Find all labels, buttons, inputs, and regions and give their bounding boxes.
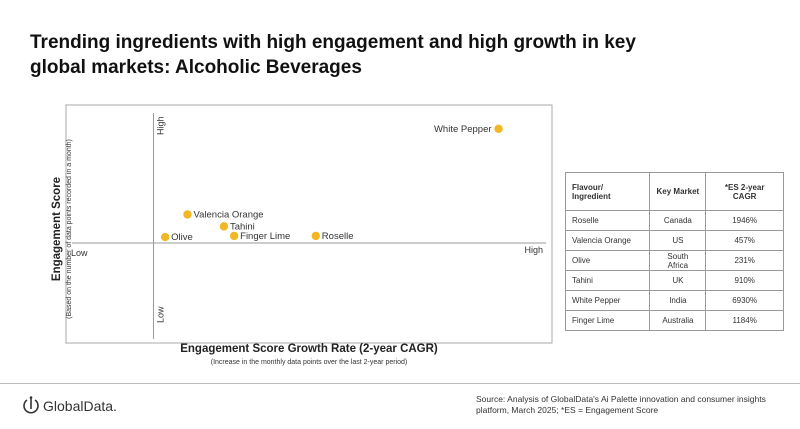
ingredient-table: Flavour/ Ingredient Key Market *ES 2-yea… bbox=[564, 172, 784, 331]
logo-text: GlobalData. bbox=[43, 398, 117, 414]
source-note: Source: Analysis of GlobalData's Ai Pale… bbox=[476, 394, 766, 415]
y-axis-sublabel: (Based on the number of data points reco… bbox=[66, 139, 73, 319]
x-axis-sublabel: (Increase in the monthly data points ove… bbox=[210, 359, 408, 366]
data-point bbox=[229, 231, 239, 241]
x-low-label: Low bbox=[71, 248, 88, 258]
cell-ingredient: Roselle bbox=[564, 210, 651, 231]
cell-cagr: 1946% bbox=[705, 210, 784, 231]
table-row: Valencia Orange US 457% bbox=[564, 230, 784, 251]
cell-market: UK bbox=[649, 270, 707, 291]
data-label: Finger Lime bbox=[240, 231, 290, 242]
cell-ingredient: Finger Lime bbox=[564, 310, 651, 331]
table-row: Roselle Canada 1946% bbox=[564, 210, 784, 231]
cell-ingredient: Valencia Orange bbox=[564, 230, 651, 251]
y-axis-title: Engagement Score (Based on the number of… bbox=[51, 79, 73, 379]
footer-divider bbox=[0, 383, 800, 384]
cell-market: Australia bbox=[649, 310, 707, 331]
x-axis-label: Engagement Score Growth Rate (2-year CAG… bbox=[180, 343, 438, 355]
cell-cagr: 910% bbox=[705, 270, 784, 291]
cell-market: South Africa bbox=[649, 250, 707, 271]
cell-cagr: 457% bbox=[705, 230, 784, 251]
y-high-label: High bbox=[155, 116, 165, 135]
cell-ingredient: Olive bbox=[564, 250, 651, 271]
data-label: Roselle bbox=[322, 231, 354, 242]
header-market: Key Market bbox=[649, 172, 707, 211]
data-point bbox=[219, 222, 229, 231]
globaldata-logo: GlobalData. bbox=[22, 396, 117, 416]
x-axis-title: Engagement Score Growth Rate (2-year CAG… bbox=[66, 343, 552, 366]
cell-market: Canada bbox=[649, 210, 707, 231]
data-label: Valencia Orange bbox=[194, 209, 264, 220]
data-point bbox=[311, 231, 321, 241]
y-axis-label: Engagement Score bbox=[51, 176, 63, 282]
data-point bbox=[160, 232, 170, 242]
cell-market: US bbox=[649, 230, 707, 251]
data-label: Tahini bbox=[230, 221, 255, 232]
table-row: Olive South Africa 231% bbox=[564, 250, 784, 271]
cell-ingredient: Tahini bbox=[564, 270, 651, 291]
plot-frame bbox=[65, 104, 553, 344]
table-row: Tahini UK 910% bbox=[564, 270, 784, 291]
data-point bbox=[494, 124, 503, 133]
data-label: Olive bbox=[171, 232, 193, 243]
cell-cagr: 1184% bbox=[705, 310, 784, 331]
page-title: Trending ingredients with high engagemen… bbox=[30, 32, 636, 78]
header-flavour: Flavour/ Ingredient bbox=[564, 172, 651, 211]
data-label: White Pepper bbox=[434, 124, 492, 135]
globaldata-logo-icon bbox=[23, 396, 39, 414]
data-point bbox=[183, 210, 192, 219]
table-row: Finger Lime Australia 1184% bbox=[564, 310, 784, 331]
table-header-row: Flavour/ Ingredient Key Market *ES 2-yea… bbox=[564, 172, 784, 211]
cell-market: India bbox=[649, 290, 707, 311]
table-row: White Pepper India 6930% bbox=[564, 290, 784, 311]
y-low-label: Low bbox=[155, 306, 165, 323]
header-cagr: *ES 2-year CAGR bbox=[705, 172, 784, 211]
cell-ingredient: White Pepper bbox=[564, 290, 651, 311]
x-high-label: High bbox=[524, 245, 543, 255]
cell-cagr: 231% bbox=[705, 250, 784, 271]
cell-cagr: 6930% bbox=[705, 290, 784, 311]
